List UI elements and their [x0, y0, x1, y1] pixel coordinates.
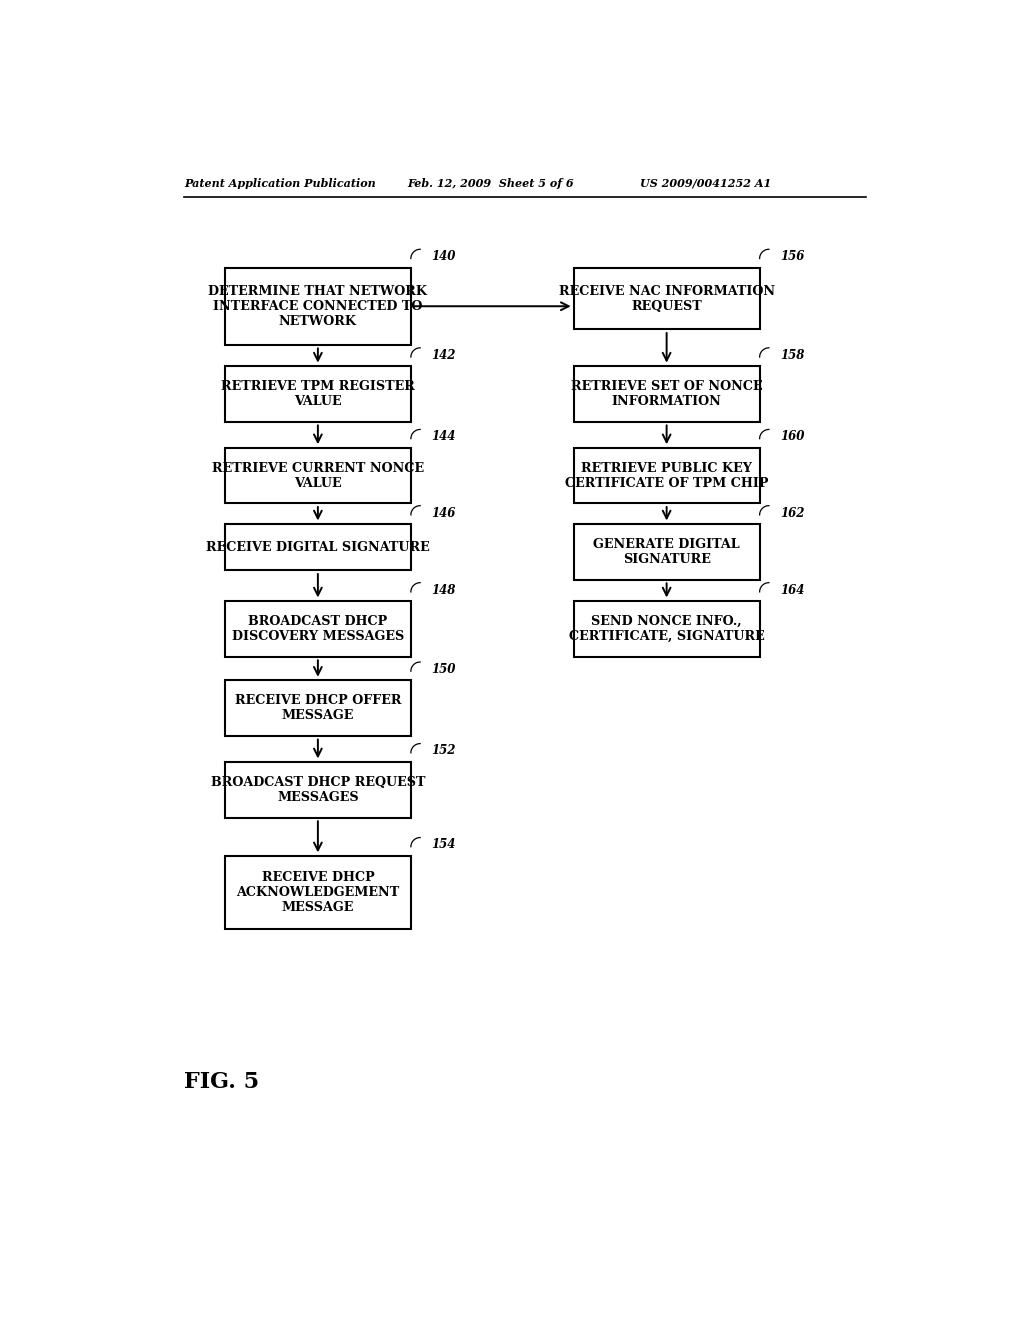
Text: Patent Application Publication: Patent Application Publication [183, 178, 376, 189]
Text: RETRIEVE SET OF NONCE: RETRIEVE SET OF NONCE [570, 380, 763, 393]
Text: 146: 146 [431, 507, 456, 520]
Bar [225, 367, 411, 422]
Text: CERTIFICATE OF TPM CHIP: CERTIFICATE OF TPM CHIP [565, 477, 768, 490]
Text: GENERATE DIGITAL: GENERATE DIGITAL [593, 537, 740, 550]
Text: INTERFACE CONNECTED TO: INTERFACE CONNECTED TO [213, 300, 423, 313]
Text: FIG. 5: FIG. 5 [183, 1072, 259, 1093]
Text: RETRIEVE CURRENT NONCE: RETRIEVE CURRENT NONCE [212, 462, 424, 475]
Bar [573, 367, 760, 422]
Text: SIGNATURE: SIGNATURE [623, 553, 711, 566]
Text: INFORMATION: INFORMATION [611, 395, 722, 408]
Bar [225, 524, 411, 570]
Text: 142: 142 [431, 348, 456, 362]
Text: BROADCAST DHCP REQUEST: BROADCAST DHCP REQUEST [211, 776, 425, 789]
Text: REQUEST: REQUEST [631, 300, 702, 313]
Text: DISCOVERY MESSAGES: DISCOVERY MESSAGES [231, 630, 404, 643]
Text: DETERMINE THAT NETWORK: DETERMINE THAT NETWORK [208, 285, 427, 298]
Text: RETRIEVE PUBLIC KEY: RETRIEVE PUBLIC KEY [582, 462, 752, 475]
Text: CERTIFICATE, SIGNATURE: CERTIFICATE, SIGNATURE [568, 630, 765, 643]
Text: MESSAGE: MESSAGE [282, 709, 354, 722]
Text: 148: 148 [431, 583, 456, 597]
Text: 152: 152 [431, 744, 456, 758]
Text: MESSAGES: MESSAGES [278, 791, 358, 804]
Text: SEND NONCE INFO.,: SEND NONCE INFO., [591, 615, 742, 628]
Text: 162: 162 [779, 507, 804, 520]
Text: 140: 140 [431, 249, 456, 263]
Bar [573, 601, 760, 656]
Bar [225, 268, 411, 345]
Bar [225, 762, 411, 817]
Bar [225, 601, 411, 656]
Bar [573, 524, 760, 579]
Text: RECEIVE DIGITAL SIGNATURE: RECEIVE DIGITAL SIGNATURE [206, 541, 430, 554]
Text: VALUE: VALUE [294, 395, 342, 408]
Text: RECEIVE NAC INFORMATION: RECEIVE NAC INFORMATION [558, 285, 775, 297]
Text: 156: 156 [779, 249, 804, 263]
Text: RETRIEVE TPM REGISTER: RETRIEVE TPM REGISTER [221, 380, 415, 393]
Text: 150: 150 [431, 663, 456, 676]
Bar [573, 268, 760, 330]
Text: MESSAGE: MESSAGE [282, 902, 354, 915]
Bar [573, 447, 760, 503]
Bar [225, 447, 411, 503]
Text: BROADCAST DHCP: BROADCAST DHCP [248, 615, 387, 628]
Text: Feb. 12, 2009  Sheet 5 of 6: Feb. 12, 2009 Sheet 5 of 6 [407, 178, 573, 189]
Text: 144: 144 [431, 430, 456, 444]
Text: RECEIVE DHCP: RECEIVE DHCP [261, 871, 374, 884]
Text: US 2009/0041252 A1: US 2009/0041252 A1 [640, 178, 771, 189]
Text: 160: 160 [779, 430, 804, 444]
Text: 158: 158 [779, 348, 804, 362]
Text: RECEIVE DHCP OFFER: RECEIVE DHCP OFFER [234, 694, 401, 708]
Bar [225, 681, 411, 737]
Text: ACKNOWLEDGEMENT: ACKNOWLEDGEMENT [237, 886, 399, 899]
Text: 164: 164 [779, 583, 804, 597]
Text: NETWORK: NETWORK [279, 314, 357, 327]
Bar [225, 857, 411, 929]
Text: 154: 154 [431, 838, 456, 851]
Text: VALUE: VALUE [294, 477, 342, 490]
